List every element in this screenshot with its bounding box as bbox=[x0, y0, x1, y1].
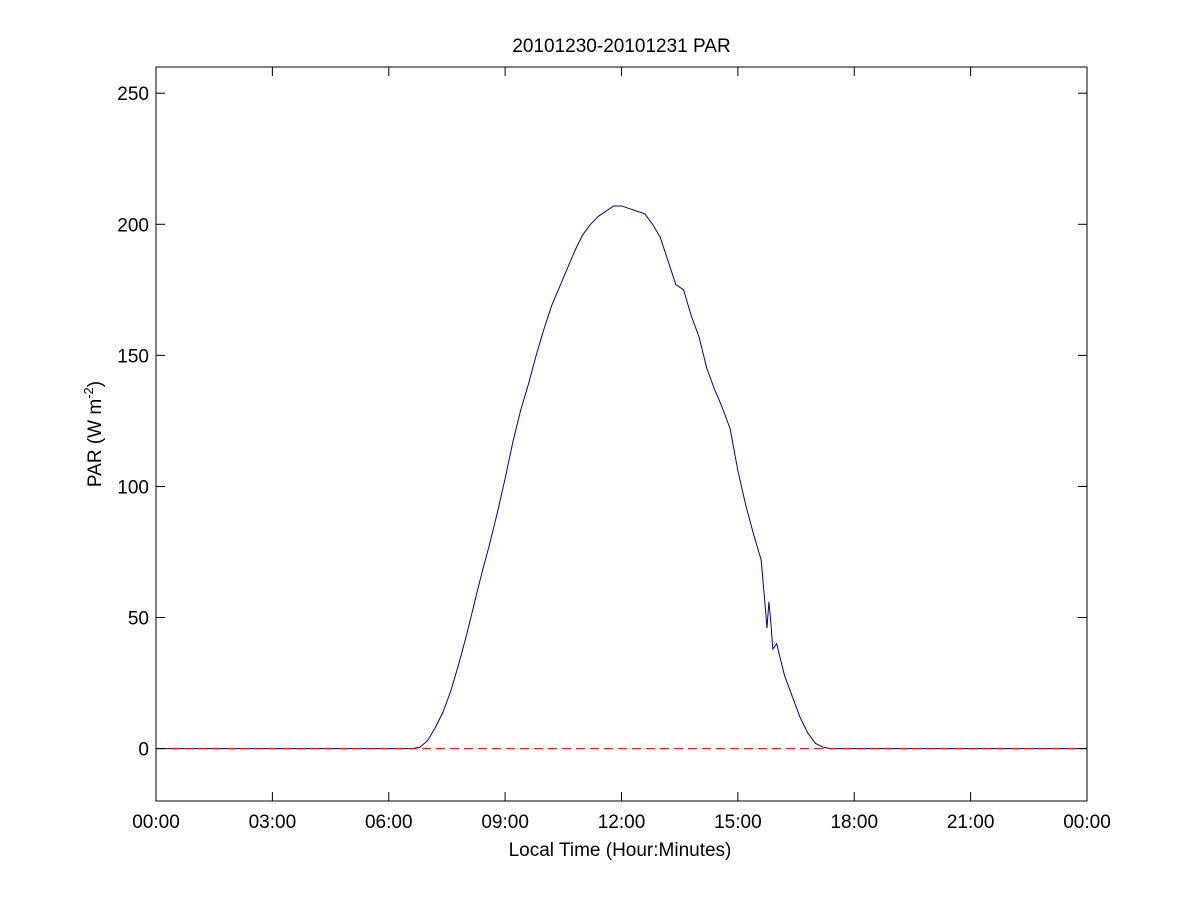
x-tick-label: 03:00 bbox=[249, 812, 297, 833]
plot-area bbox=[155, 66, 1088, 802]
x-tick-label: 15:00 bbox=[714, 812, 762, 833]
y-tick-label: 0 bbox=[138, 740, 149, 761]
x-tick-label: 21:00 bbox=[947, 812, 995, 833]
x-tick-label: 00:00 bbox=[1063, 812, 1111, 833]
y-axis-label-superscript: -2 bbox=[81, 387, 96, 399]
y-tick-label: 150 bbox=[117, 346, 149, 367]
y-axis-label: PAR (W m-2) bbox=[81, 381, 106, 487]
x-tick-label: 12:00 bbox=[598, 812, 646, 833]
y-axis-label-close: ) bbox=[85, 381, 106, 387]
y-tick-label: 100 bbox=[117, 477, 149, 498]
ticks-layer: 00:00 03:00 06:00 09:00 12:00 15:00 18:00 21:00… bbox=[117, 67, 1111, 833]
chart-title: 20101230-20101231 PAR bbox=[512, 36, 730, 57]
y-tick-label: 200 bbox=[117, 215, 149, 236]
par-series-line bbox=[156, 205, 1087, 750]
x-tick-label: 00:00 bbox=[132, 812, 180, 833]
x-tick-label: 09:00 bbox=[481, 812, 529, 833]
x-tick-label: 06:00 bbox=[365, 812, 413, 833]
x-tick-label: 18:00 bbox=[830, 812, 878, 833]
y-axis-label-main: PAR (W m bbox=[85, 399, 106, 487]
x-axis-label: Local Time (Hour:Minutes) bbox=[509, 840, 732, 861]
y-tick-label: 250 bbox=[117, 84, 149, 105]
y-tick-label: 50 bbox=[128, 609, 149, 630]
series-layer bbox=[156, 205, 1087, 750]
